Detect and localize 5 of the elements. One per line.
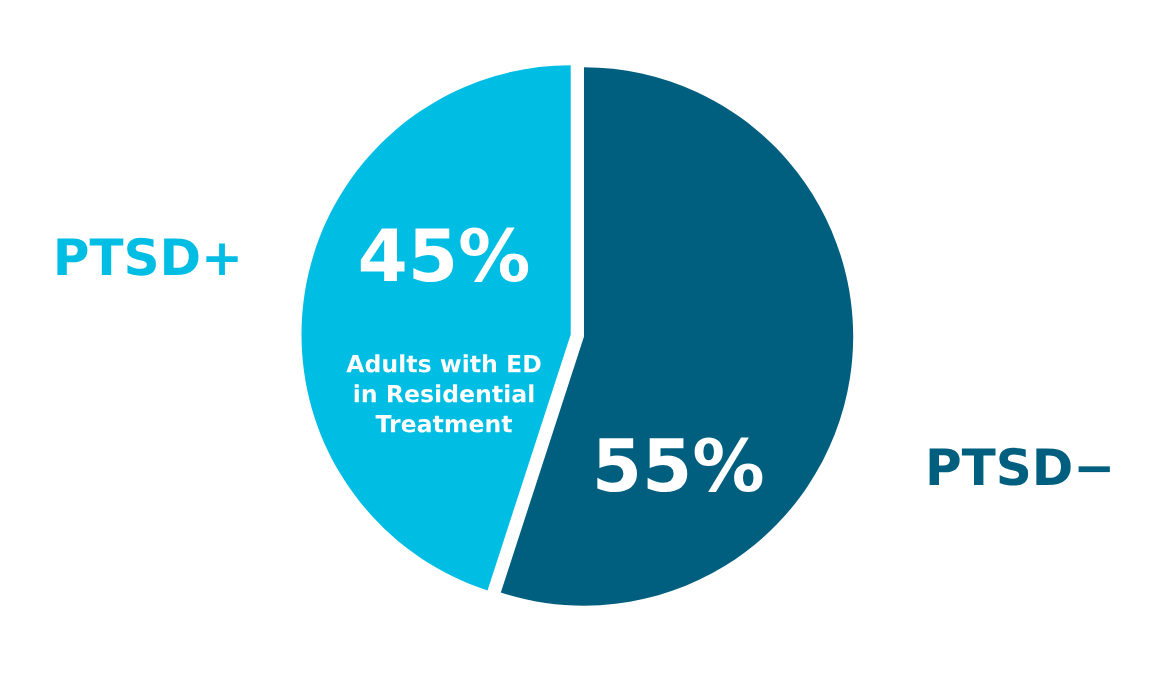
slice-label: PTSD+ xyxy=(57,237,238,276)
data-label: 45% xyxy=(360,227,529,283)
text: Adults with ED in Residential Treatment xyxy=(346,354,541,433)
slice-label: PTSD− xyxy=(929,447,1110,486)
data-label: 55% xyxy=(597,437,763,493)
